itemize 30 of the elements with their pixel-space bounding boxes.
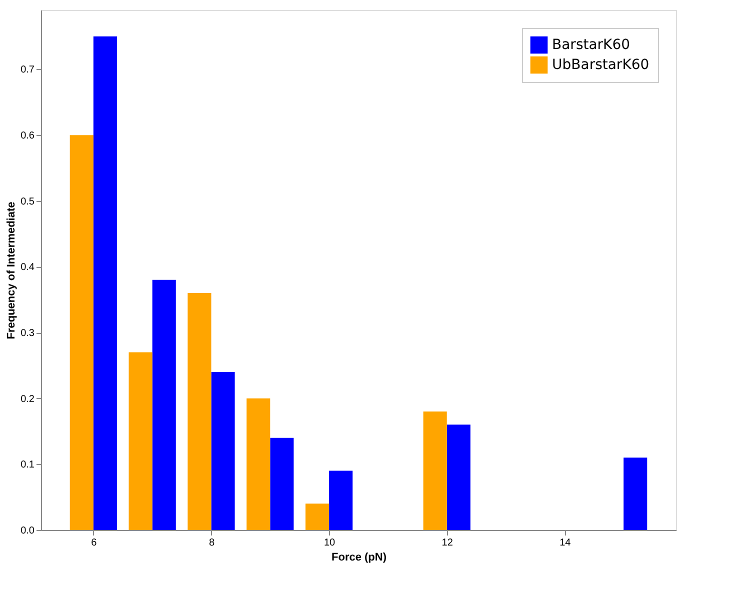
bar [423,412,447,530]
bar [93,36,117,530]
bar [188,293,212,530]
bar [152,280,176,530]
y-tick-label: 0.7 [20,64,35,76]
x-tick-label: 14 [560,538,572,548]
bar [270,438,294,530]
bar [624,458,648,530]
y-tick-label: 0.0 [20,526,35,536]
legend-label: UbBarstarK60 [552,57,650,73]
x-axis-title: Force (pN) [332,552,387,564]
bar [305,504,330,530]
y-tick-label: 0.4 [20,262,35,274]
bar [446,424,470,530]
x-tick-label: 12 [442,538,454,548]
bar [211,372,235,530]
x-tick-label: 6 [91,538,98,548]
y-tick-label: 0.6 [20,130,35,142]
y-tick-label: 0.5 [20,196,35,208]
y-tick-label: 0.1 [20,460,35,471]
bar [128,352,152,530]
x-tick-label: 10 [324,538,336,548]
legend-label: BarstarK60 [552,37,630,53]
x-tick-label: 8 [208,538,215,548]
bar [246,398,270,530]
bar [70,135,94,530]
bar [329,470,353,530]
y-axis-title: Frequency of Intermediate [6,202,18,340]
y-tick-label: 0.2 [20,394,35,405]
y-tick-label: 0.3 [20,328,35,340]
